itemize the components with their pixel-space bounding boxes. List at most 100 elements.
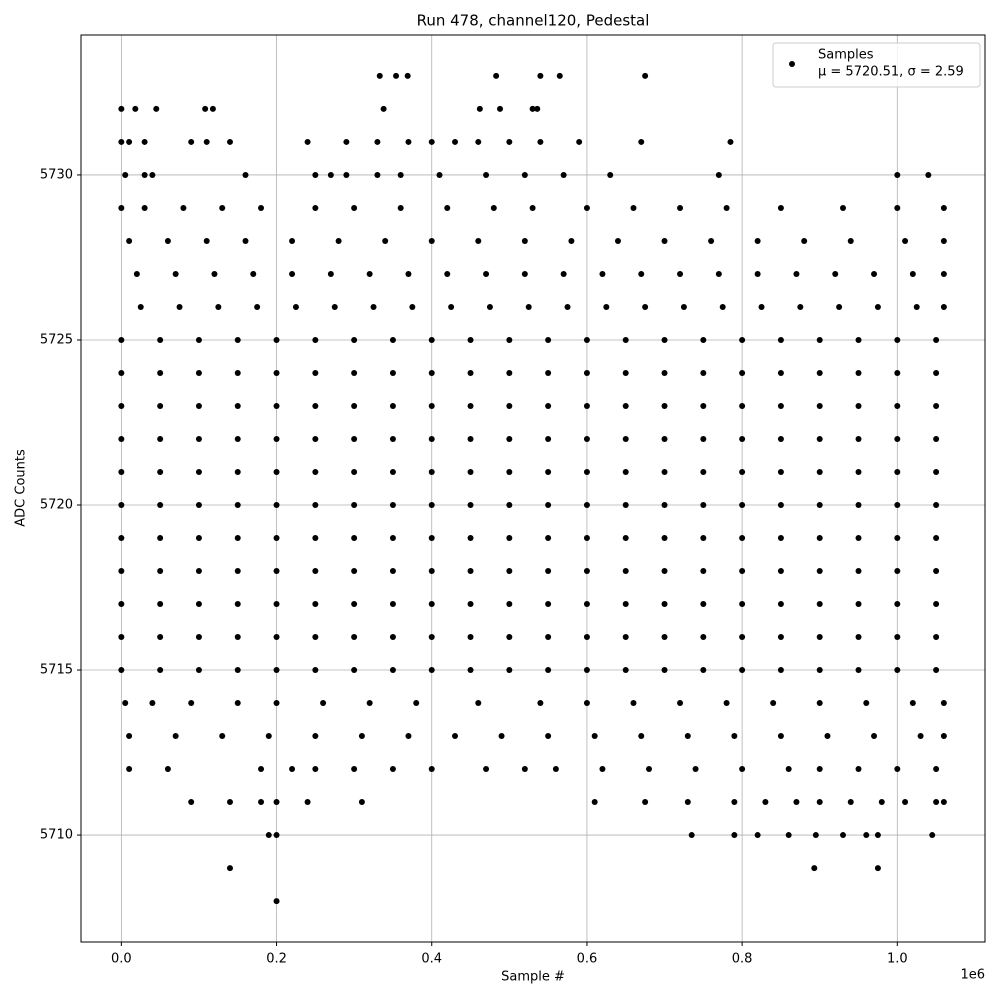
data-point bbox=[506, 138, 513, 145]
data-point bbox=[273, 832, 280, 839]
data-point bbox=[289, 766, 296, 773]
data-point bbox=[933, 667, 940, 674]
data-point bbox=[661, 634, 668, 641]
x-tick-label: 0.0 bbox=[111, 952, 132, 967]
data-point bbox=[467, 402, 474, 409]
data-point bbox=[836, 303, 843, 310]
data-point bbox=[534, 105, 541, 112]
data-point bbox=[428, 568, 435, 575]
data-point bbox=[118, 667, 125, 674]
data-point bbox=[855, 766, 862, 773]
data-point bbox=[428, 369, 435, 376]
data-point bbox=[855, 402, 862, 409]
data-point bbox=[661, 468, 668, 475]
data-point bbox=[777, 336, 784, 343]
data-point bbox=[940, 700, 947, 707]
data-point bbox=[506, 535, 513, 542]
data-point bbox=[545, 336, 552, 343]
data-point bbox=[351, 634, 358, 641]
data-point bbox=[739, 402, 746, 409]
data-point bbox=[894, 402, 901, 409]
data-point bbox=[777, 369, 784, 376]
x-tick-label: 0.6 bbox=[577, 952, 598, 967]
data-point bbox=[312, 336, 319, 343]
data-point bbox=[405, 270, 412, 277]
data-point bbox=[219, 204, 226, 211]
data-point bbox=[475, 700, 482, 707]
data-point bbox=[413, 700, 420, 707]
data-point bbox=[436, 171, 443, 178]
data-point bbox=[351, 502, 358, 509]
data-point bbox=[754, 237, 761, 244]
data-point bbox=[141, 204, 148, 211]
data-point bbox=[777, 634, 784, 641]
data-point bbox=[195, 601, 202, 608]
data-point bbox=[444, 270, 451, 277]
data-point bbox=[389, 435, 396, 442]
data-point bbox=[141, 138, 148, 145]
data-point bbox=[816, 766, 823, 773]
data-point bbox=[863, 700, 870, 707]
legend-note: μ = 5720.51, σ = 2.59 bbox=[818, 65, 964, 80]
data-point bbox=[874, 865, 881, 872]
data-point bbox=[273, 568, 280, 575]
data-point bbox=[234, 568, 241, 575]
data-point bbox=[506, 667, 513, 674]
data-point bbox=[389, 402, 396, 409]
data-point bbox=[917, 733, 924, 740]
data-point bbox=[583, 502, 590, 509]
data-point bbox=[149, 700, 156, 707]
data-point bbox=[497, 105, 504, 112]
data-point bbox=[126, 237, 133, 244]
data-point bbox=[389, 336, 396, 343]
data-point bbox=[382, 237, 389, 244]
data-point bbox=[273, 468, 280, 475]
data-point bbox=[940, 303, 947, 310]
data-point bbox=[180, 204, 187, 211]
data-point bbox=[157, 535, 164, 542]
data-point bbox=[933, 535, 940, 542]
data-point bbox=[816, 634, 823, 641]
data-point bbox=[273, 502, 280, 509]
data-point bbox=[428, 468, 435, 475]
data-point bbox=[506, 502, 513, 509]
data-point bbox=[226, 138, 233, 145]
data-point bbox=[583, 204, 590, 211]
data-point bbox=[312, 766, 319, 773]
data-point bbox=[816, 435, 823, 442]
data-point bbox=[855, 502, 862, 509]
data-point bbox=[490, 204, 497, 211]
data-point bbox=[677, 700, 684, 707]
data-point bbox=[118, 634, 125, 641]
data-point bbox=[564, 303, 571, 310]
data-point bbox=[374, 171, 381, 178]
data-point bbox=[816, 402, 823, 409]
data-point bbox=[940, 237, 947, 244]
data-point bbox=[700, 634, 707, 641]
data-point bbox=[122, 171, 129, 178]
data-point bbox=[258, 766, 265, 773]
data-point bbox=[195, 568, 202, 575]
data-point bbox=[816, 502, 823, 509]
data-point bbox=[614, 237, 621, 244]
plot-frame bbox=[80, 34, 986, 943]
data-point bbox=[545, 468, 552, 475]
data-point bbox=[731, 799, 738, 806]
data-point bbox=[343, 171, 350, 178]
data-point bbox=[739, 468, 746, 475]
data-point bbox=[351, 435, 358, 442]
data-point bbox=[545, 502, 552, 509]
data-point bbox=[832, 270, 839, 277]
data-point bbox=[273, 601, 280, 608]
data-point bbox=[933, 402, 940, 409]
data-point bbox=[894, 634, 901, 641]
data-point bbox=[118, 105, 125, 112]
data-point bbox=[715, 270, 722, 277]
legend-label: Samples bbox=[818, 48, 874, 63]
data-point bbox=[273, 535, 280, 542]
data-point bbox=[816, 700, 823, 707]
data-point bbox=[839, 204, 846, 211]
data-point bbox=[894, 766, 901, 773]
data-point bbox=[793, 799, 800, 806]
data-point bbox=[195, 402, 202, 409]
